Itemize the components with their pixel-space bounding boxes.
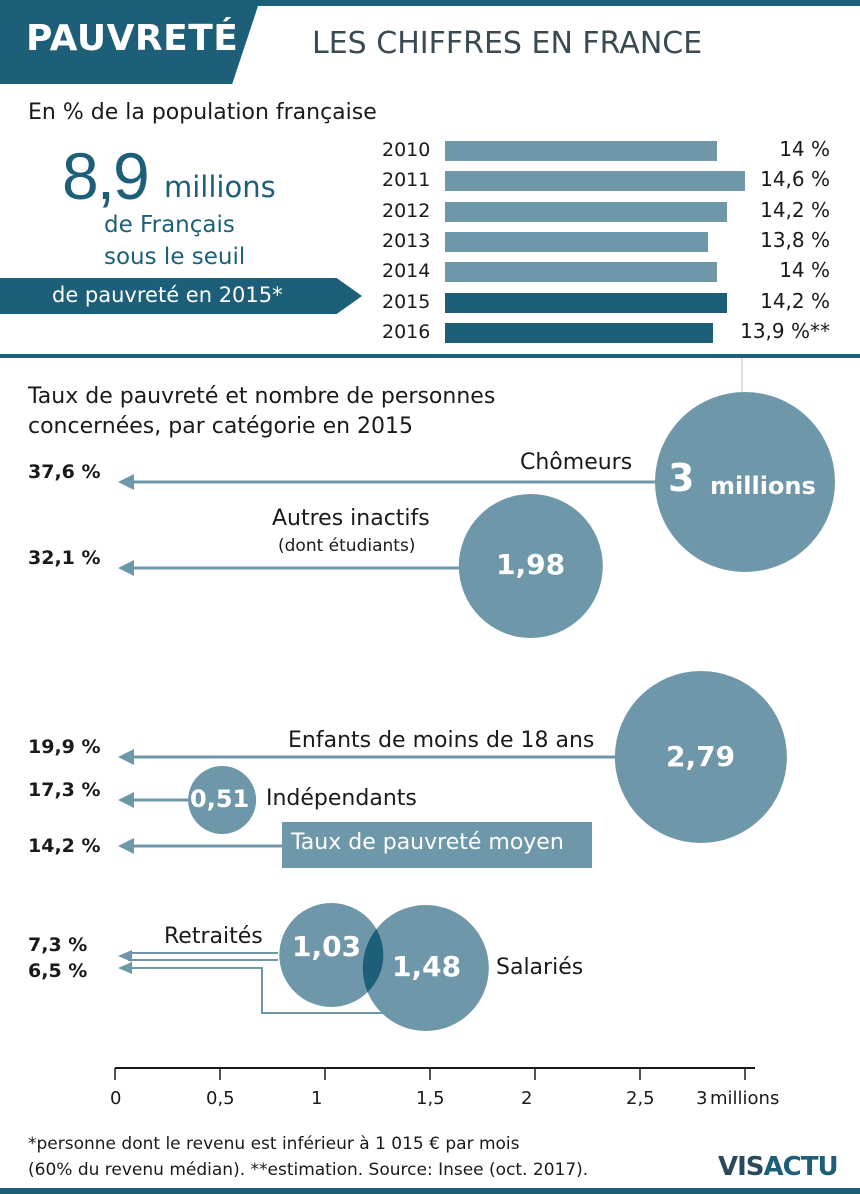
section-divider [0, 354, 860, 358]
bubble-value: 2,79 [666, 740, 736, 773]
x-tick-label-last: 3 [696, 1088, 708, 1109]
bubble-value: 0,51 [190, 785, 250, 813]
logo-part-1: VIS [718, 1152, 765, 1182]
category-sublabel: (dont étudiants) [278, 536, 416, 556]
bubble [188, 766, 257, 834]
bar-year-label: 2010 [382, 139, 431, 161]
bar-value-label: 14,2 % [760, 288, 830, 313]
bar [445, 201, 727, 222]
bubble-chart-title-line-1: Taux de pauvreté et nombre de personnes [28, 384, 496, 409]
category-label: Indépendants [266, 786, 417, 811]
bubble [362, 905, 489, 1031]
bar-value-label: 14 % [779, 258, 830, 283]
headline-number: 8,9 [62, 139, 150, 213]
rate-label: 32,1 % [28, 547, 101, 569]
x-tick-label: 1 [311, 1088, 323, 1109]
x-tick-label: 0,5 [206, 1088, 235, 1109]
x-tick-label: 2,5 [626, 1088, 655, 1109]
category-label: Retraités [164, 924, 263, 949]
bubble [655, 392, 835, 572]
category-label: Autres inactifs [272, 506, 430, 531]
bubble-value: 1,03 [292, 930, 362, 963]
headline-line-1: de Français [104, 212, 235, 238]
bubble-value: 3 [668, 456, 695, 500]
bar-year-label: 2014 [382, 260, 431, 283]
bar [445, 141, 718, 161]
x-axis-unit: millions [710, 1088, 780, 1109]
bar-year-label: 2012 [382, 199, 431, 222]
rate-arrow-head [118, 792, 134, 808]
bar-year-label: 2016 [382, 320, 431, 343]
x-tick-label: 0 [110, 1088, 122, 1109]
bar-value-label: 14,2 % [760, 197, 830, 222]
rate-label: 6,5 % [28, 960, 88, 982]
headline-unit: millions [164, 170, 276, 204]
rate-label: 19,9 % [28, 736, 101, 758]
category-label: Enfants de moins de 18 ans [288, 728, 595, 753]
bar-year-label: 2013 [382, 229, 431, 252]
salaries-arrow-head [118, 962, 132, 974]
bar [445, 322, 713, 343]
salaries-connector [128, 967, 383, 1014]
top-rule [0, 0, 860, 6]
bubble-value: 1,48 [392, 950, 462, 983]
bar-year-label: 2011 [382, 169, 431, 192]
headline-banner [0, 278, 362, 314]
bar [445, 171, 745, 192]
footnote-1: *personne dont le revenu est inférieur à… [28, 1134, 520, 1154]
bubble [458, 494, 603, 638]
bar [445, 262, 718, 283]
retraites-arrow-head [118, 950, 132, 962]
mean-rate-arrow-head [118, 838, 134, 854]
bubble-chart-title-line-2: concernées, par catégorie en 2015 [28, 414, 414, 439]
category-label: Salariés [496, 955, 584, 980]
rate-arrow-head [118, 560, 134, 576]
bar-value-label: 13,9 %** [740, 318, 830, 343]
bubble [279, 903, 384, 1007]
bubble-unit: millions [710, 472, 816, 500]
bubble [614, 671, 787, 843]
mean-rate-label: Taux de pauvreté moyen [291, 830, 564, 855]
bar [445, 231, 708, 252]
headline-line-3: de pauvreté en 2015* [52, 283, 283, 307]
bar-value-label: 14,6 % [760, 167, 830, 192]
rate-label: 14,2 % [28, 835, 101, 857]
bar-chart-title: En % de la population française [28, 100, 377, 125]
page-subtitle: LES CHIFFRES EN FRANCE [312, 26, 703, 61]
mean-rate-box [282, 822, 592, 868]
bar-year-label: 2015 [382, 290, 431, 313]
retraites-connector [128, 952, 278, 961]
rate-arrow-head [118, 474, 134, 490]
category-label: Chômeurs [520, 450, 633, 475]
logo-part-2: ACTU [763, 1152, 839, 1182]
bar-value-label: 14 % [779, 137, 830, 161]
x-tick-label: 2 [521, 1088, 533, 1109]
bar-value-label: 13,8 % [760, 227, 830, 252]
rate-label: 7,3 % [28, 934, 88, 956]
rate-label: 37,6 % [28, 461, 101, 483]
headline-line-2: sous le seuil [104, 244, 246, 270]
bottom-rule [0, 1188, 860, 1194]
footnote-2: (60% du revenu médian). **estimation. So… [28, 1160, 589, 1180]
rate-arrow-head [118, 749, 134, 765]
bar [445, 292, 727, 313]
visactu-logo: VISACTU [718, 1152, 839, 1182]
rate-label: 17,3 % [28, 779, 101, 801]
page-title: PAUVRETÉ [26, 18, 239, 59]
bubble-value: 1,98 [496, 548, 566, 581]
x-tick-label: 1,5 [416, 1088, 445, 1109]
title-banner [0, 6, 258, 84]
